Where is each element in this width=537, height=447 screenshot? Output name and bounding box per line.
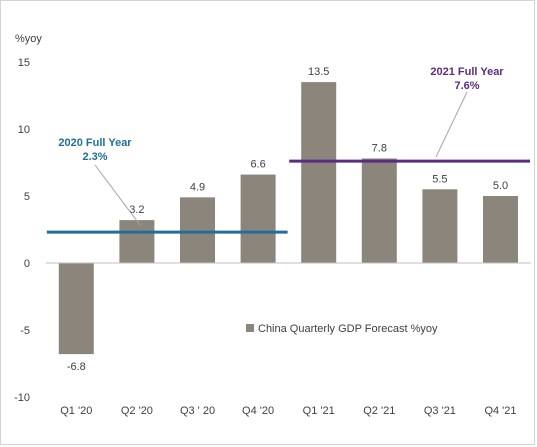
annotation-leader [94, 164, 141, 226]
y-tick-label: 10 [18, 124, 30, 136]
data-label: 6.6 [250, 159, 265, 171]
legend-label: China Quarterly GDP Forecast %yoy [258, 323, 438, 335]
data-label: 5.0 [493, 180, 508, 192]
data-label: 4.9 [190, 181, 205, 193]
annotation-value: 2.3% [82, 151, 107, 163]
x-tick-label: Q2 '21 [363, 405, 395, 417]
bar [361, 158, 397, 263]
data-label: -6.8 [67, 361, 86, 373]
bar [422, 189, 458, 263]
bars [58, 82, 518, 355]
bar [240, 174, 276, 263]
legend-swatch [246, 324, 254, 332]
y-tick-label: 0 [24, 258, 30, 270]
bar [483, 196, 518, 263]
x-tick-label: Q4 '20 [242, 405, 274, 417]
annotation-title: 2021 Full Year [430, 66, 504, 78]
y-axis-ticks: -10 -5 0 5 10 15 [14, 57, 30, 404]
bar [180, 197, 215, 263]
y-axis-label: %yoy [15, 33, 42, 45]
annotation-title: 2020 Full Year [58, 137, 132, 149]
annotation-value: 7.6% [454, 80, 479, 92]
y-tick-label: -10 [14, 392, 30, 404]
y-tick-label: 5 [24, 191, 30, 203]
data-label: 13.5 [308, 66, 329, 78]
x-tick-label: Q2 '20 [121, 405, 153, 417]
bar [58, 263, 94, 355]
x-tick-label: Q1 '20 [60, 405, 92, 417]
bar [119, 220, 155, 263]
data-label: 3.2 [129, 204, 144, 216]
annotation-leader [435, 91, 468, 158]
x-tick-label: Q3 ' 20 [180, 405, 215, 417]
bar [301, 82, 337, 263]
x-tick-label: Q4 '21 [484, 405, 516, 417]
data-label: 5.5 [432, 173, 447, 185]
x-axis-ticks: Q1 '20 Q2 '20 Q3 ' 20 Q4 '20 Q1 '21 Q2 '21 Q3 … [60, 405, 516, 417]
y-tick-label: 15 [18, 57, 30, 69]
reference-lines: 2020 Full Year 2.3% 2021 Full Year 7.6% [46, 66, 530, 234]
data-labels: -6.8 3.2 4.9 6.6 13.5 7.8 5.5 5.0 [67, 66, 508, 373]
x-tick-label: Q1 '21 [303, 405, 335, 417]
data-label: 7.8 [372, 142, 387, 154]
y-tick-label: -5 [20, 325, 30, 337]
legend: China Quarterly GDP Forecast %yoy [246, 323, 438, 335]
x-tick-label: Q3 '21 [424, 405, 456, 417]
